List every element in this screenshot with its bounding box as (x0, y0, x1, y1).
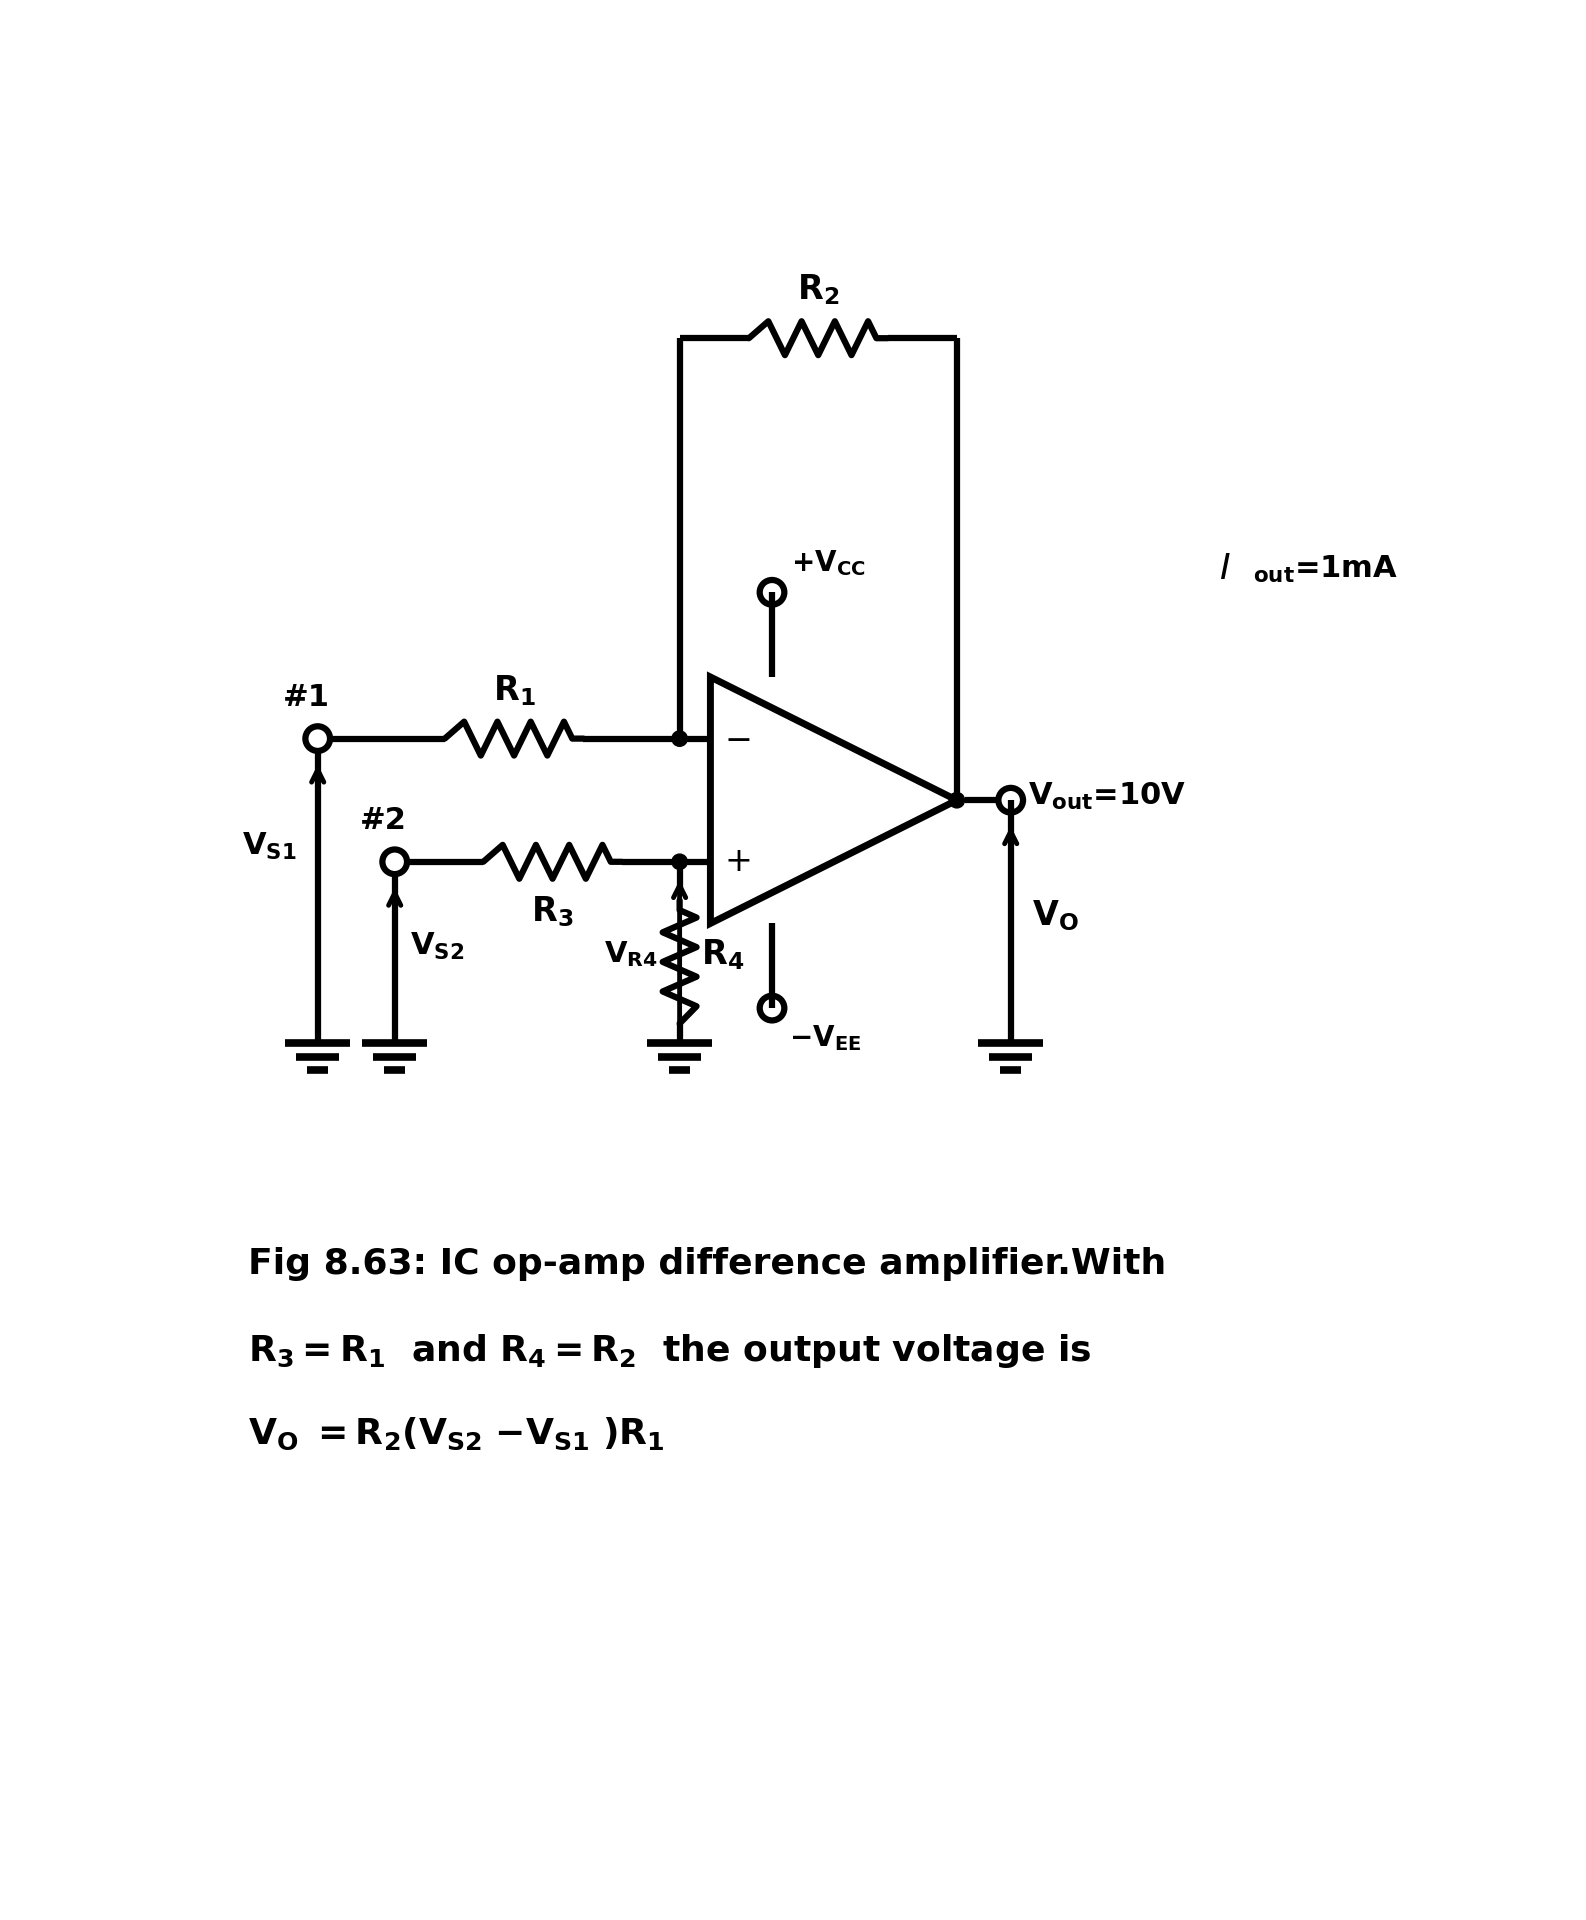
Text: $\mathbf{V_O\ =R_2(V_{S2}\ \mathbf{-}V_{S1}\ )R_1}$: $\mathbf{V_O\ =R_2(V_{S2}\ \mathbf{-}V_{… (249, 1417, 665, 1453)
Text: $\mathbf{R_1}$: $\mathbf{R_1}$ (493, 674, 536, 708)
Text: $\mathbf{R_3=R_1}$  and $\mathbf{R_4=R_2}$  the output voltage is: $\mathbf{R_3=R_1}$ and $\mathbf{R_4=R_2}… (249, 1331, 1091, 1369)
Text: $\mathbf{V_{R4}}$: $\mathbf{V_{R4}}$ (604, 939, 658, 970)
Text: $\mathbf{V_{S1}}$: $\mathbf{V_{S1}}$ (241, 831, 297, 862)
Text: Fig 8.63: IC op-amp difference amplifier.With: Fig 8.63: IC op-amp difference amplifier… (249, 1246, 1167, 1281)
Text: $_{\mathbf{out}}$=1mA: $_{\mathbf{out}}$=1mA (1253, 553, 1399, 586)
Text: $\mathbf{-V_{EE}}$: $\mathbf{-V_{EE}}$ (788, 1023, 861, 1054)
Text: $-$: $-$ (725, 722, 750, 755)
Text: #1: #1 (282, 684, 330, 712)
Text: $\mathbf{V_O}$: $\mathbf{V_O}$ (1032, 899, 1078, 933)
Text: $\it{I}$: $\it{I}$ (1218, 553, 1231, 586)
Text: $\mathbf{+V_{CC}}$: $\mathbf{+V_{CC}}$ (791, 549, 866, 578)
Text: #2: #2 (360, 806, 406, 835)
Text: $\mathbf{R_3}$: $\mathbf{R_3}$ (531, 895, 574, 929)
Circle shape (948, 793, 964, 808)
Text: $\mathbf{R_2}$: $\mathbf{R_2}$ (798, 273, 839, 307)
Text: $\mathbf{R_4}$: $\mathbf{R_4}$ (701, 937, 744, 972)
Circle shape (672, 732, 687, 747)
Circle shape (672, 854, 687, 870)
Text: $+$: $+$ (725, 845, 750, 877)
Text: $\mathbf{V_{out}}$=10V: $\mathbf{V_{out}}$=10V (1028, 781, 1186, 812)
Text: $\mathbf{V_{S2}}$: $\mathbf{V_{S2}}$ (411, 931, 465, 962)
